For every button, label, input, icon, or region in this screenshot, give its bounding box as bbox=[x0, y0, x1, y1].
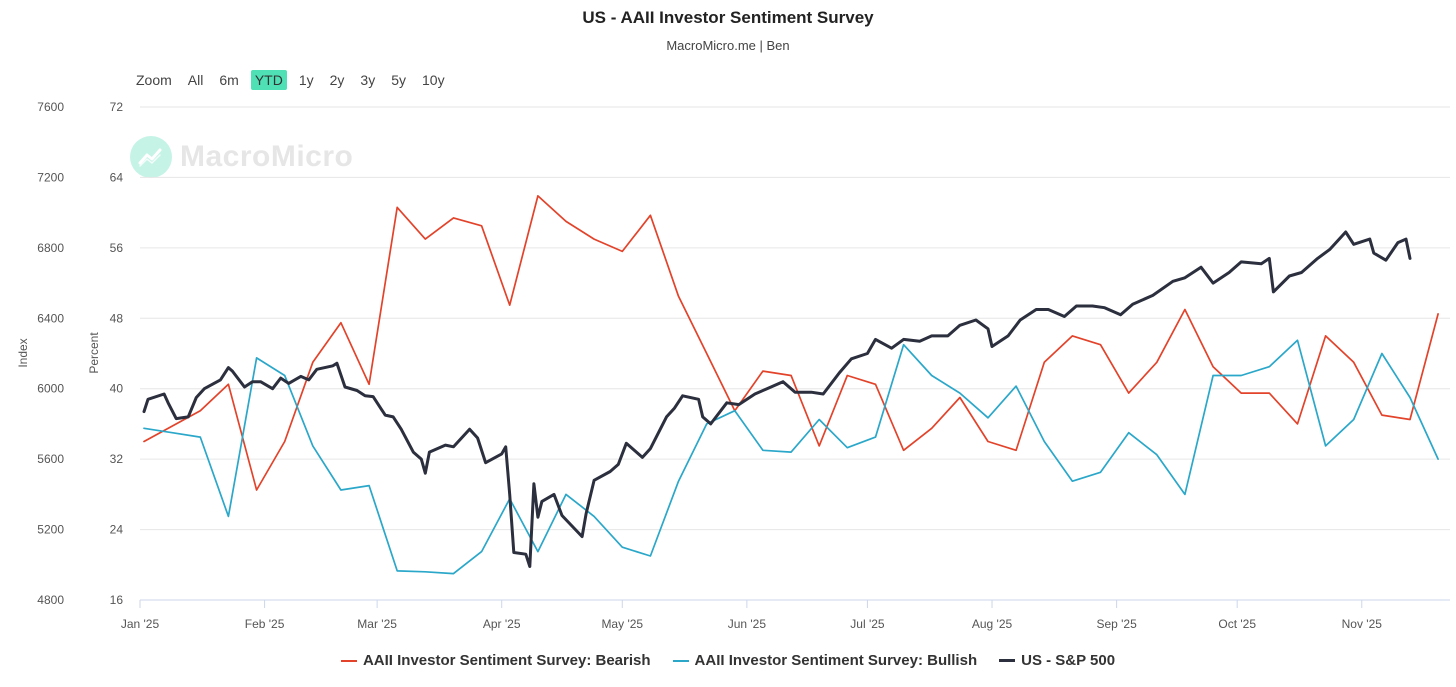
x-tick-label: Jul '25 bbox=[850, 617, 885, 631]
y-right-tick-label: 48 bbox=[110, 311, 124, 325]
y-left-axis-title: Index bbox=[16, 338, 30, 367]
y-right-tick-label: 72 bbox=[110, 100, 124, 114]
macromicro-logo-icon bbox=[130, 136, 172, 178]
legend-label-bullish: AAII Investor Sentiment Survey: Bullish bbox=[694, 652, 978, 669]
zoom-bar: Zoom All 6m YTD 1y 2y 3y 5y 10y bbox=[136, 69, 453, 91]
y-left-tick-label: 5600 bbox=[37, 452, 64, 466]
zoom-3y-button[interactable]: 3y bbox=[360, 72, 376, 88]
legend-swatch-bullish bbox=[672, 659, 689, 662]
x-tick-label: Feb '25 bbox=[245, 617, 285, 631]
bullish-series-line bbox=[143, 339, 1439, 575]
x-tick-label: Apr '25 bbox=[483, 617, 521, 631]
y-right-tick-label: 56 bbox=[110, 241, 124, 255]
legend-label-bearish: AAII Investor Sentiment Survey: Bearish bbox=[362, 652, 651, 669]
y-right-tick-label: 32 bbox=[110, 452, 124, 466]
zoom-6m-button[interactable]: 6m bbox=[219, 72, 239, 88]
x-tick-label: Nov '25 bbox=[1342, 617, 1383, 631]
y-left-tick-label: 6800 bbox=[37, 241, 64, 255]
legend-item-sp500[interactable]: US - S&P 500 bbox=[999, 652, 1115, 669]
series-layer bbox=[142, 195, 1439, 575]
zoom-ytd-button[interactable]: YTD bbox=[250, 70, 287, 90]
y-left-tick-label: 4800 bbox=[37, 593, 64, 607]
x-tick-label: Oct '25 bbox=[1218, 617, 1256, 631]
y-left-tick-label: 6400 bbox=[37, 311, 64, 325]
x-tick-label: Aug '25 bbox=[972, 617, 1013, 631]
zoom-1y-button[interactable]: 1y bbox=[298, 72, 314, 88]
chart-subtitle: MacroMicro.me | Ben bbox=[666, 38, 790, 53]
watermark: MacroMicro bbox=[130, 136, 353, 178]
grid-layer bbox=[140, 106, 1450, 601]
x-tick-label: Jan '25 bbox=[121, 617, 160, 631]
legend-swatch-sp500 bbox=[999, 659, 1016, 662]
y-left-tick-label: 5200 bbox=[37, 523, 64, 537]
x-tick-label: Mar '25 bbox=[357, 617, 397, 631]
legend-item-bearish[interactable]: AAII Investor Sentiment Survey: Bearish bbox=[340, 652, 651, 669]
axis-layer: 7600 72 7200 64 6800 56 6400 48 6000 40 5600 32 5200… bbox=[16, 100, 1450, 631]
bearish-series-line bbox=[143, 195, 1439, 491]
zoom-10y-button[interactable]: 10y bbox=[422, 72, 445, 88]
legend-swatch-bearish bbox=[340, 659, 357, 662]
zoom-all-button[interactable]: All bbox=[187, 72, 204, 88]
x-tick-label: May '25 bbox=[601, 617, 643, 631]
legend-item-bullish[interactable]: AAII Investor Sentiment Survey: Bullish bbox=[672, 652, 978, 669]
watermark-text: MacroMicro bbox=[180, 140, 354, 173]
y-left-tick-label: 6000 bbox=[37, 382, 64, 396]
y-right-tick-label: 64 bbox=[110, 170, 124, 184]
x-tick-label: Sep '25 bbox=[1096, 617, 1137, 631]
zoom-5y-button[interactable]: 5y bbox=[391, 72, 406, 88]
zoom-2y-button[interactable]: 2y bbox=[329, 72, 345, 88]
x-tick-label: Jun '25 bbox=[728, 617, 767, 631]
sp500-series-line bbox=[142, 230, 1412, 568]
y-left-tick-label: 7600 bbox=[37, 100, 64, 114]
zoom-label: Zoom bbox=[136, 72, 172, 88]
y-right-tick-label: 40 bbox=[110, 382, 124, 396]
legend: AAII Investor Sentiment Survey: Bearish … bbox=[0, 652, 1456, 669]
y-right-tick-label: 16 bbox=[110, 593, 124, 607]
y-left-tick-label: 7200 bbox=[37, 170, 64, 184]
y-right-tick-label: 24 bbox=[110, 523, 124, 537]
chart-title: US - AAII Investor Sentiment Survey bbox=[582, 8, 874, 27]
y-right-axis-title: Percent bbox=[87, 332, 101, 374]
legend-label-sp500: US - S&P 500 bbox=[1021, 652, 1116, 669]
